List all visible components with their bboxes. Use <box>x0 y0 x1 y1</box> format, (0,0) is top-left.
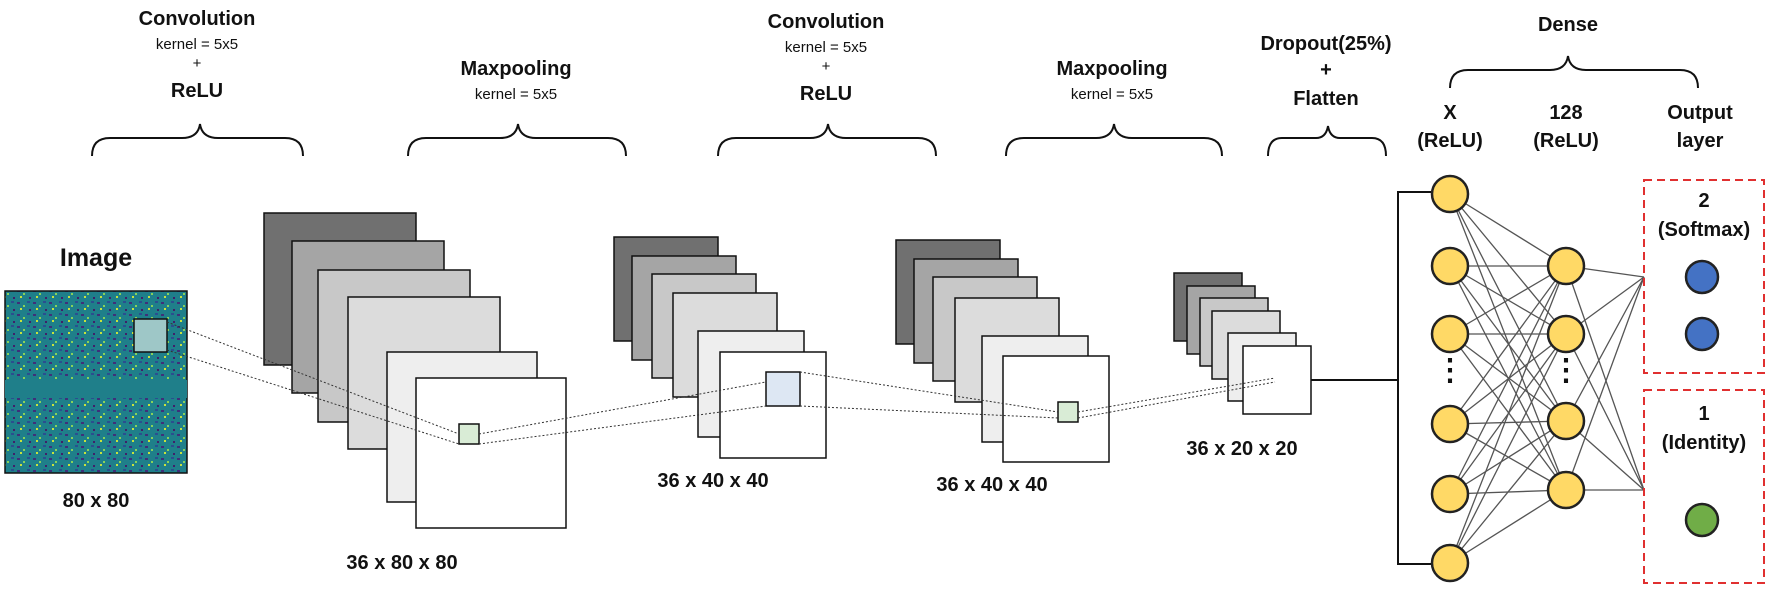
neuron <box>1546 401 1586 441</box>
pool1-kernel-window <box>765 371 801 407</box>
dropout-label: Dropout(25%) <box>1260 33 1392 55</box>
connection-line <box>1449 193 1567 335</box>
connection-line <box>1449 265 1567 564</box>
conv2-kernel: kernel = 5x5 <box>784 39 868 56</box>
image-kernel-window <box>133 318 168 353</box>
connection-line <box>1449 420 1567 425</box>
softmax-node <box>1684 259 1720 295</box>
brace-conv2 <box>717 123 937 157</box>
identity-node <box>1684 502 1720 538</box>
feature-maps-conv2 <box>895 239 1110 463</box>
conv1-kernel: kernel = 5x5 <box>155 36 239 53</box>
output-layer-label-2: layer <box>1676 130 1724 152</box>
conv2-kernel-window <box>1057 401 1079 423</box>
dense-128-activation: (ReLU) <box>1533 130 1599 152</box>
conv2-plus: + <box>821 58 831 75</box>
connection-line <box>1449 193 1567 422</box>
dense-layer-x <box>1430 174 1470 583</box>
conv1-plus: + <box>192 55 202 72</box>
connection-line <box>1565 265 1645 491</box>
dense-connections <box>1449 193 1645 564</box>
connection-line <box>1565 333 1645 491</box>
identity-count: 1 <box>1698 403 1710 425</box>
ellipsis-x: ⋮ <box>1435 354 1465 387</box>
ellipsis-128: ⋮ <box>1551 354 1581 387</box>
neuron <box>1430 174 1470 214</box>
softmax-label: (Softmax) <box>1657 219 1751 241</box>
brace-pool2 <box>1005 123 1223 157</box>
feature-maps-pool1 <box>613 236 827 459</box>
identity-label: (Identity) <box>1661 432 1747 454</box>
neuron <box>1430 543 1470 583</box>
neuron <box>1430 474 1470 514</box>
brace-pool1 <box>407 123 627 157</box>
connection-line <box>1449 489 1567 564</box>
connection-line <box>1449 193 1567 267</box>
brace-conv1 <box>91 123 304 157</box>
pool1-kernel: kernel = 5x5 <box>474 86 558 103</box>
image-title: Image <box>59 244 133 272</box>
connection-line <box>1449 193 1567 491</box>
connection-line <box>1449 333 1567 422</box>
connection-line <box>1449 265 1567 495</box>
softmax-output-box <box>1643 179 1765 374</box>
conv2-activation: ReLU <box>799 83 853 105</box>
dropout-plus: + <box>1320 59 1332 81</box>
neuron <box>1546 470 1586 510</box>
feature-maps-conv1 <box>263 212 567 529</box>
dense-title: Dense <box>1537 14 1599 36</box>
conv1-dimensions: 36 x 80 x 80 <box>346 552 458 574</box>
pool2-title: Maxpooling <box>1056 58 1168 80</box>
dense-x-label: X <box>1443 102 1457 124</box>
conv2-title: Convolution <box>767 11 885 33</box>
neuron <box>1430 404 1470 444</box>
conv1-kernel-window <box>458 423 480 445</box>
input-image <box>4 290 188 474</box>
connection-line <box>1565 276 1645 491</box>
pool1-title: Maxpooling <box>460 58 572 80</box>
flatten-label: Flatten <box>1293 88 1359 110</box>
projection-lines <box>166 321 1276 445</box>
output-layer-label: Output <box>1667 102 1733 124</box>
conv1-activation: ReLU <box>170 80 224 102</box>
dense-128-label: 128 <box>1549 102 1583 124</box>
flatten-connector <box>1311 191 1448 565</box>
connection-line <box>1449 420 1567 495</box>
connection-line <box>1449 265 1567 335</box>
neuron <box>1546 246 1586 286</box>
pool2-kernel: kernel = 5x5 <box>1070 86 1154 103</box>
neuron <box>1430 314 1470 354</box>
feature-maps-pool2 <box>1173 272 1312 415</box>
softmax-count: 2 <box>1698 190 1710 212</box>
connection-line <box>1449 333 1567 564</box>
image-dimensions: 80 x 80 <box>62 490 130 512</box>
dense-x-activation: (ReLU) <box>1417 130 1483 152</box>
pool1-dimensions: 36 x 40 x 40 <box>657 470 769 492</box>
softmax-node <box>1684 316 1720 352</box>
neuron <box>1430 246 1470 286</box>
connection-line <box>1449 265 1567 425</box>
identity-output-box <box>1643 389 1765 584</box>
conv2-dimensions: 36 x 40 x 40 <box>936 474 1048 496</box>
conv1-title: Convolution <box>138 8 256 30</box>
connection-line <box>1449 265 1567 422</box>
brace-dense <box>1449 55 1699 89</box>
brace-dropout <box>1267 125 1387 157</box>
connection-line <box>1449 333 1567 491</box>
dense-layer-128 <box>1546 246 1586 510</box>
pool2-dimensions: 36 x 20 x 20 <box>1186 438 1298 460</box>
connection-line <box>1565 276 1645 422</box>
connection-line <box>1449 420 1567 564</box>
neuron <box>1546 314 1586 354</box>
